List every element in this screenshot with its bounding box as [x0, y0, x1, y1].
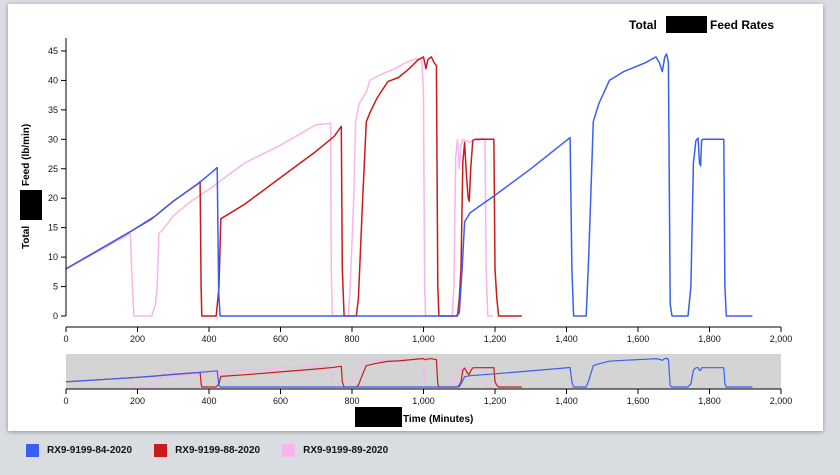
legend-swatch-88 — [154, 443, 168, 457]
y-tick-label: 20 — [48, 193, 58, 203]
legend-swatch-84 — [26, 443, 39, 457]
overview-line-RX9-9199-84-2020 — [65, 357, 753, 388]
overview-line-RX9-9199-89-2020 — [65, 358, 494, 388]
y-tick-label: 5 — [53, 282, 58, 292]
chart-title-suffix: Feed Rates — [710, 18, 774, 32]
x-axis-label: Time (Minutes) — [403, 414, 473, 425]
series-line-RX9-9199-89-2020 — [65, 57, 494, 317]
x-tick-label: 1,600 — [627, 334, 650, 344]
legend: RX9-9199-84-2020 RX9-9199-88-2020 RX9-91… — [26, 441, 410, 459]
y-tick-label: 10 — [48, 252, 58, 262]
overview-x-tick-label: 800 — [344, 396, 359, 406]
legend-item-89[interactable]: RX9-9199-89-2020 — [282, 443, 389, 457]
y-tick-label: 25 — [48, 164, 58, 174]
y-axis-label-suffix: Feed (lb/min) — [21, 124, 32, 186]
y-tick-label: 40 — [48, 75, 58, 85]
overview-x-tick-label: 2,000 — [770, 396, 793, 406]
overview-x-tick-label: 200 — [130, 396, 145, 406]
y-label-redaction — [20, 190, 42, 220]
series-line-RX9-9199-84-2020 — [65, 53, 753, 317]
overview-x-tick-label: 1,600 — [627, 396, 650, 406]
chart-svg: Total Feed Rates Total Feed (lb/min) 0 5 1… — [20, 16, 792, 427]
y-tick-label: 30 — [48, 134, 58, 144]
y-tick-label: 35 — [48, 105, 58, 115]
x-tick-label: 0 — [63, 334, 68, 344]
x-tick-label: 2,000 — [770, 334, 793, 344]
title-redaction — [666, 16, 707, 33]
x-tick-label: 800 — [344, 334, 359, 344]
chart-card: Total Feed Rates Total Feed (lb/min) 0 5 1… — [8, 4, 823, 431]
x-ticks: 0 200 400 600 800 1,000 1,200 1,400 1,600 1,800 2,… — [63, 327, 792, 344]
x-tick-label: 600 — [273, 334, 288, 344]
x-tick-label: 1,200 — [484, 334, 507, 344]
x-tick-label: 400 — [201, 334, 216, 344]
overview-x-ticks: 0 200 400 600 800 1,000 1,200 1,400 1,600 1,800 2,… — [63, 389, 792, 406]
overview-x-tick-label: 0 — [63, 396, 68, 406]
overview-x-tick-label: 1,000 — [412, 396, 435, 406]
overview-brush[interactable]: 0 200 400 600 800 1,000 1,200 1,400 1,600 1,800 2,… — [63, 354, 792, 406]
overview-x-tick-label: 400 — [201, 396, 216, 406]
y-tick-label: 45 — [48, 46, 58, 56]
y-ticks: 0 5 10 15 20 25 30 35 40 45 — [48, 46, 66, 321]
legend-label-84: RX9-9199-84-2020 — [47, 444, 133, 456]
x-label-redaction — [355, 407, 402, 427]
overview-x-tick-label: 600 — [273, 396, 288, 406]
overview-series-lines — [65, 357, 753, 388]
y-tick-label: 0 — [53, 311, 58, 321]
chart-title-prefix: Total — [629, 18, 657, 32]
legend-label-89: RX9-9199-89-2020 — [303, 444, 389, 456]
x-tick-label: 1,000 — [412, 334, 435, 344]
overview-x-tick-label: 1,200 — [484, 396, 507, 406]
legend-item-84[interactable]: RX9-9199-84-2020 — [26, 443, 133, 457]
legend-label-88: RX9-9199-88-2020 — [175, 444, 261, 456]
legend-item-88[interactable]: RX9-9199-88-2020 — [154, 443, 261, 457]
y-tick-label: 15 — [48, 223, 58, 233]
x-tick-label: 1,400 — [555, 334, 578, 344]
overview-x-tick-label: 1,400 — [555, 396, 578, 406]
main-plot: 0 5 10 15 20 25 30 35 40 45 0 200 400 600 800 1,000 1,2… — [48, 38, 792, 344]
legend-swatch-89 — [282, 443, 296, 457]
main-series-lines — [65, 53, 753, 317]
y-axis-label: Total Feed (lb/min) — [21, 124, 32, 249]
overview-x-tick-label: 1,800 — [698, 396, 721, 406]
y-axis-label-prefix: Total — [21, 226, 32, 249]
x-tick-label: 1,800 — [698, 334, 721, 344]
x-tick-label: 200 — [130, 334, 145, 344]
